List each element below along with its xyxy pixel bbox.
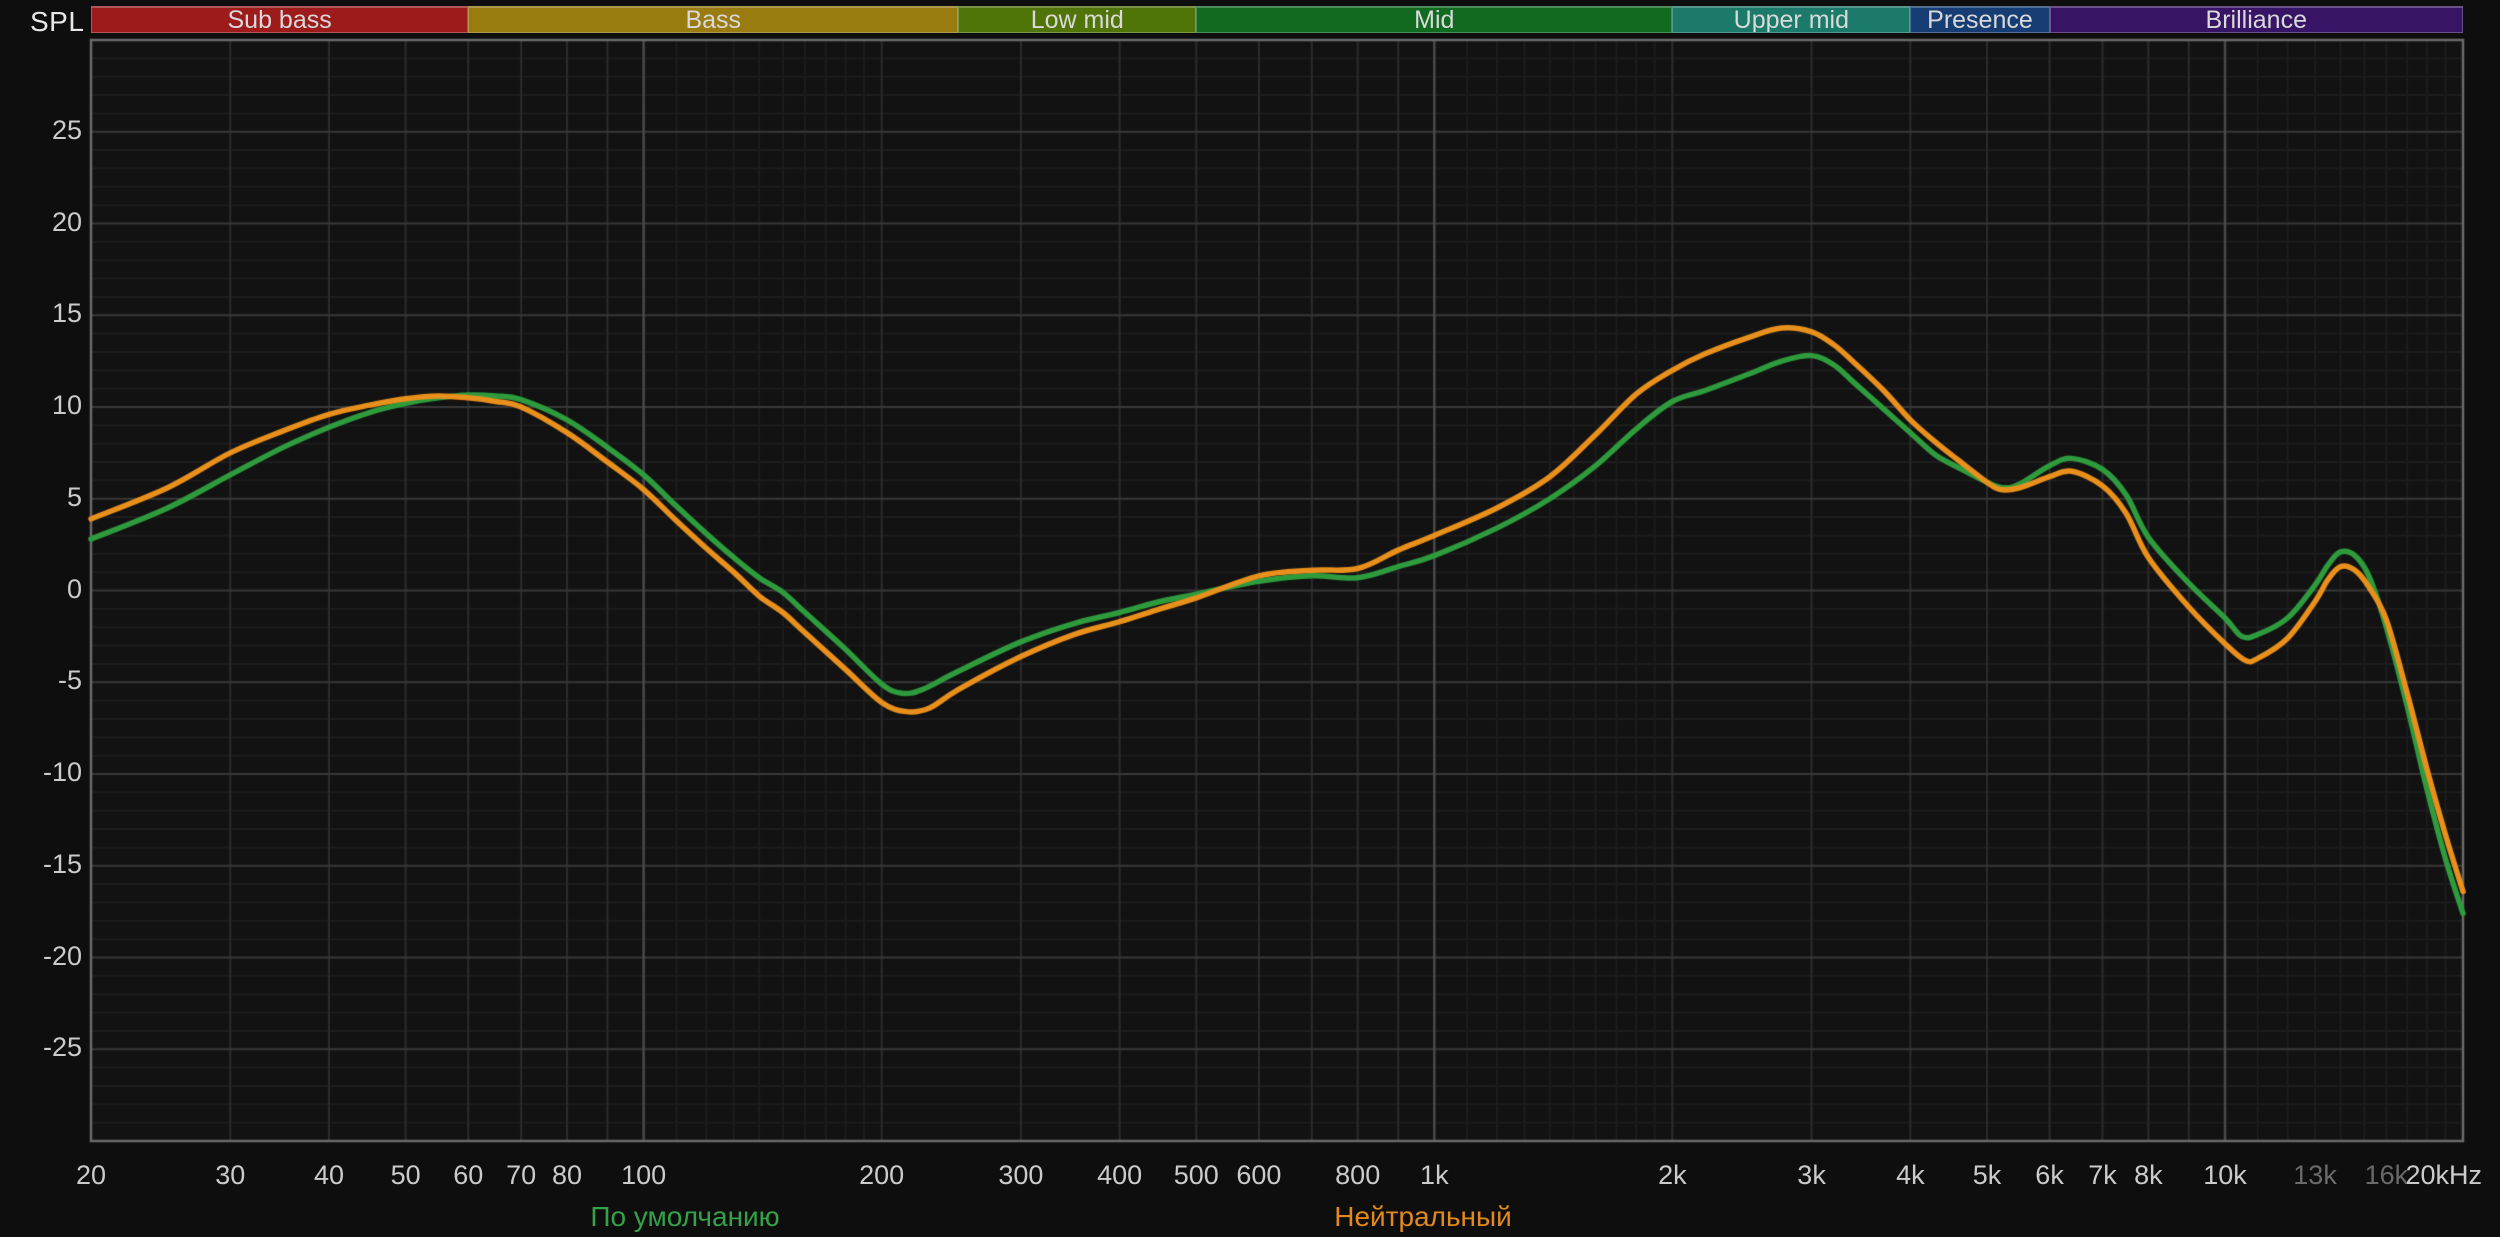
legend-item-neutral[interactable]: Нейтральный [1334,1201,1512,1232]
spl-axis-title: SPL [30,6,85,37]
legend-item-default[interactable]: По умолчанию [590,1201,780,1232]
